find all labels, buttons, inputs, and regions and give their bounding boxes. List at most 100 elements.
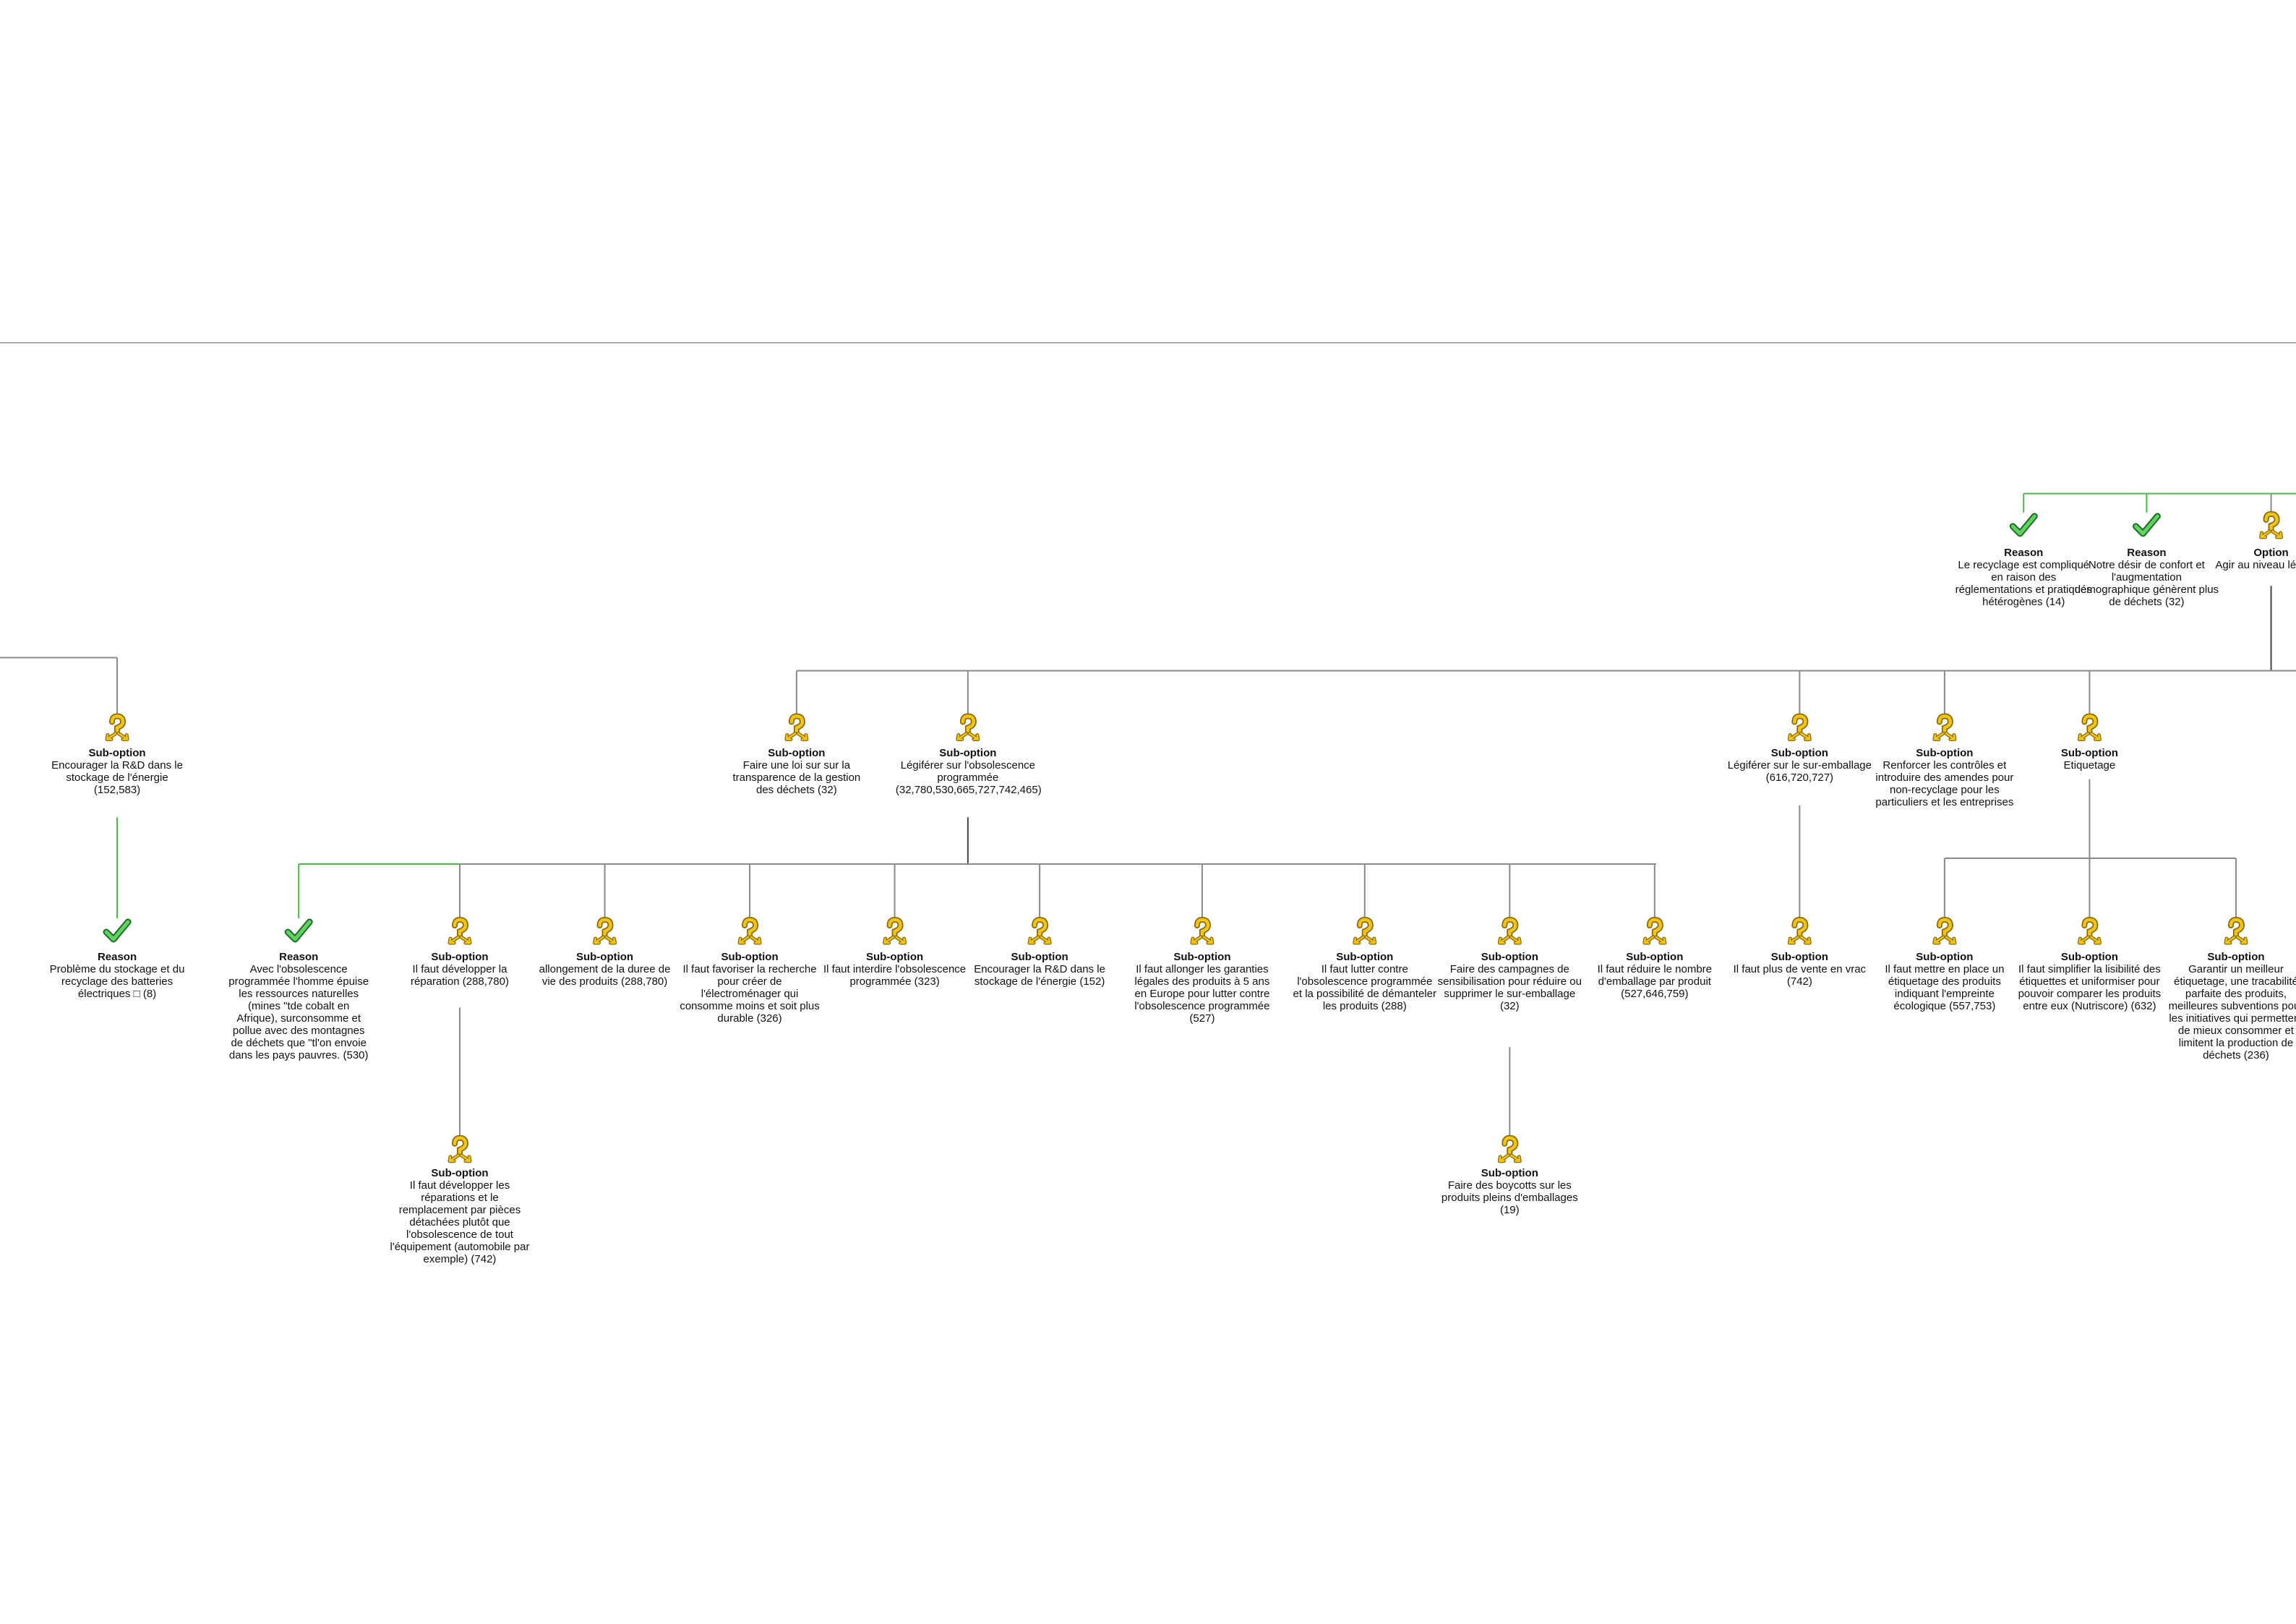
check-shape xyxy=(104,920,130,941)
node-text: Légiférer sur l'obsolescence programmée … xyxy=(895,759,1042,796)
arrow-shape xyxy=(1933,732,1956,740)
node: Sub-option Légiférer sur le sur-emballage… xyxy=(1727,747,1872,784)
option-icon xyxy=(1787,713,1812,741)
check-shape xyxy=(2010,514,2036,536)
option-icon xyxy=(737,916,762,945)
node-text: Problème du stockage et du recyclage des… xyxy=(49,962,185,1000)
node-type: Sub-option xyxy=(1626,950,1684,963)
node-type: Sub-option xyxy=(1173,950,1231,963)
option-icon xyxy=(1353,916,1377,945)
node-type: Sub-option xyxy=(88,747,146,759)
node: Sub-option Il faut allonger les garanties… xyxy=(1130,951,1275,1025)
question-shape xyxy=(2229,918,2244,937)
node: Sub-option Renforcer les contrôles et int… xyxy=(1872,747,2017,808)
arrow-shape xyxy=(448,1154,471,1163)
question-shape xyxy=(1032,918,1048,937)
node-type: Option xyxy=(2253,546,2289,559)
option-icon xyxy=(956,713,980,741)
question-shape xyxy=(1793,714,1807,733)
check-shape xyxy=(286,920,312,941)
question-shape xyxy=(1195,918,1210,937)
node-text: Il faut développer les réparations et le… xyxy=(390,1179,530,1266)
node-type: Sub-option xyxy=(1481,1167,1538,1180)
option-icon xyxy=(447,1134,472,1163)
node: Sub-option Il faut interdire l'obsolescen… xyxy=(823,951,967,988)
node-type: Reason xyxy=(2004,546,2044,559)
node-type: Sub-option xyxy=(1916,747,1974,759)
check-shape xyxy=(2133,514,2159,536)
question-shape xyxy=(961,714,976,733)
option-icon xyxy=(593,916,617,945)
node-type: Sub-option xyxy=(431,950,489,963)
question-shape xyxy=(453,1136,468,1155)
arrow-shape xyxy=(1789,732,1811,740)
option-icon xyxy=(2259,510,2284,539)
arrow-shape xyxy=(883,936,906,944)
arrow-shape xyxy=(1643,936,1666,944)
node: Sub-option allongement de la duree de vie… xyxy=(533,951,677,988)
question-shape xyxy=(453,918,468,937)
question-shape xyxy=(2083,714,2097,733)
node-text: Renforcer les contrôles et introduire de… xyxy=(1875,759,2014,808)
option-icon xyxy=(784,713,809,741)
arrow-shape xyxy=(2078,936,2101,944)
node: Sub-option Il faut développer les réparat… xyxy=(387,1167,532,1265)
option-icon xyxy=(1497,1134,1522,1163)
option-icon xyxy=(1497,916,1522,945)
check-icon xyxy=(2009,513,2038,537)
arrow-shape xyxy=(956,732,980,740)
option-icon xyxy=(1932,713,1957,741)
arrow-shape xyxy=(2224,936,2248,944)
node-type: Sub-option xyxy=(721,950,779,963)
node: Sub-option Etiquetage xyxy=(2017,747,2162,772)
node-text: Encourager la R&D dans le stockage de l'… xyxy=(51,759,183,796)
arrow-shape xyxy=(1191,936,1214,944)
node: Sub-option Il faut développer la réparati… xyxy=(387,951,532,988)
question-shape xyxy=(598,918,612,937)
node-type: Sub-option xyxy=(431,1167,489,1180)
option-icon xyxy=(2224,916,2248,945)
option-icon xyxy=(447,916,472,945)
node-type: Reason xyxy=(97,950,137,963)
check-icon xyxy=(2132,513,2161,537)
node: Sub-option Encourager la R&D dans le stoc… xyxy=(967,951,1112,988)
node-text: Il faut mettre en place un étiquetage de… xyxy=(1885,962,2005,1012)
node-text: allongement de la duree de vie des produ… xyxy=(539,962,671,988)
node-text: Faire des boycotts sur les produits plei… xyxy=(1441,1179,1578,1217)
node-type: Sub-option xyxy=(2207,950,2265,963)
node-type: Sub-option xyxy=(1770,950,1828,963)
question-shape xyxy=(1793,918,1807,937)
node: Sub-option Garantir un meilleur étiquetag… xyxy=(2164,951,2296,1061)
node: Reason Avec l'obsolescence programmée l'h… xyxy=(226,951,371,1061)
arrow-shape xyxy=(1028,936,1051,944)
node: Reason Le recyclage est compliqué en rais… xyxy=(1951,547,2096,608)
arrow-shape xyxy=(2260,530,2282,539)
node-text: Il faut réduire le nombre d'emballage pa… xyxy=(1597,962,1713,1000)
node-type: Sub-option xyxy=(1336,950,1394,963)
question-shape xyxy=(888,918,902,937)
arrow-shape xyxy=(106,732,129,740)
check-icon xyxy=(103,918,132,943)
node: Sub-option Légiférer sur l'obsolescence p… xyxy=(895,747,1042,796)
node: Sub-option Faire une loi sur sur la trans… xyxy=(724,747,869,796)
node-type: Sub-option xyxy=(939,747,997,759)
arrow-shape xyxy=(1933,936,1956,944)
question-shape xyxy=(1937,714,1953,733)
node: Sub-option Faire des campagnes de sensibi… xyxy=(1437,951,1582,1012)
node: Reason Problème du stockage et du recycla… xyxy=(45,951,189,1000)
question-shape xyxy=(1648,918,1663,937)
node-text: Il faut simplifier la lisibilité des éti… xyxy=(2018,962,2162,1012)
node-text: Il faut lutter contre l'obsolescence pro… xyxy=(1293,962,1436,1012)
arrow-shape xyxy=(738,936,761,944)
node-text: Notre désir de confort et l'augmentation… xyxy=(2074,558,2219,608)
question-shape xyxy=(1503,918,1517,937)
arrow-shape xyxy=(1499,1154,1521,1163)
node-type: Sub-option xyxy=(575,950,634,963)
node-type: Sub-option xyxy=(866,950,924,963)
question-shape xyxy=(1937,918,1953,937)
arrow-shape xyxy=(448,936,471,944)
node: Sub-option Il faut réduire le nombre d'em… xyxy=(1582,951,1727,1000)
node-text: Garantir un meilleur étiquetage, une tra… xyxy=(2168,962,2296,1061)
